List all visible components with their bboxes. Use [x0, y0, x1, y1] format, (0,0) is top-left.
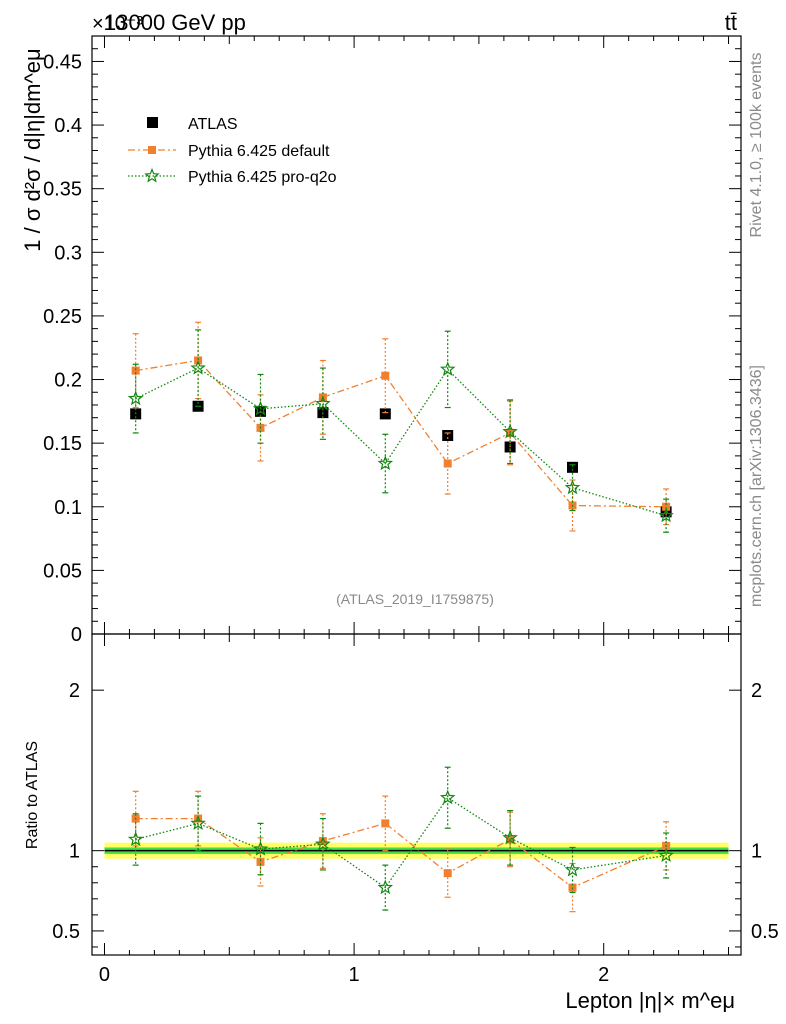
x-tick-label: 0: [99, 964, 110, 986]
y-tick-label: 0.1: [54, 497, 82, 519]
legend-marker-proq2o: [146, 170, 158, 182]
y-axis-title: 1 / σ d²σ / d|η|dm^eμ: [20, 48, 45, 251]
data-point: [380, 408, 391, 419]
legend-label-default: Pythia 6.425 default: [188, 143, 330, 160]
figure: 13000 GeV pp ×10⁻³ tt̄ Rivet 4.1.0, ≥ 10…: [0, 0, 786, 1024]
legend-label-atlas: ATLAS: [188, 116, 238, 133]
ratio-frame: [92, 634, 741, 955]
ratio-y-tick-label-right: 0.5: [751, 921, 779, 943]
y-tick-label: 0.3: [54, 242, 82, 264]
ratio-y-tick-label: 0.5: [52, 921, 80, 943]
ratio-y-tick-label: 2: [69, 680, 80, 702]
main-series-data: [130, 401, 671, 518]
ratio-y-tick-label-right: 1: [751, 841, 762, 863]
mc-point-default: [444, 460, 452, 468]
main-line-proq2o: [136, 368, 666, 516]
data-point: [567, 462, 578, 473]
ratio-y-axis-title: Ratio to ATLAS: [24, 741, 41, 849]
ratio-y-tick-label-right: 2: [751, 680, 762, 702]
x-axis-title: Lepton |η|× m^eμ: [565, 988, 735, 1013]
y-tick-label: 0.05: [43, 560, 82, 582]
x-tick-label: 1: [349, 964, 360, 986]
process-label: tt̄: [725, 10, 737, 35]
mc-point-default: [444, 869, 452, 877]
y-tick-label: 0.45: [43, 51, 82, 73]
y-tick-label: 0.35: [43, 179, 82, 201]
legend: ATLAS Pythia 6.425 default Pythia 6.425 …: [128, 116, 337, 186]
y-tick-label: 0.2: [54, 370, 82, 392]
legend-marker-atlas: [147, 117, 158, 128]
y-tick-label: 0.4: [54, 115, 82, 137]
main-series-proq2o: [130, 330, 673, 532]
y-tick-label: 0: [71, 624, 82, 646]
ratio-y-tick-label: 1: [69, 841, 80, 863]
legend-marker-default: [148, 146, 156, 154]
y-exponent-label: ×10⁻³: [92, 13, 143, 35]
y-tick-label: 0.25: [43, 306, 82, 328]
main-line-default: [136, 360, 666, 506]
legend-label-proq2o: Pythia 6.425 pro-q2o: [188, 169, 337, 186]
x-tick-label: 2: [598, 964, 609, 986]
main-series-default: [132, 322, 670, 531]
mc-point-default: [381, 819, 389, 827]
mcplots-side-label: mcplots.cern.ch [arXiv:1306.3436]: [748, 365, 765, 607]
rivet-side-label: Rivet 4.1.0, ≥ 100k events: [748, 53, 765, 238]
mc-point-default: [381, 372, 389, 380]
ratio-series-proq2o: [130, 767, 673, 910]
y-tick-label: 0.15: [43, 433, 82, 455]
data-point: [442, 430, 453, 441]
analysis-watermark: (ATLAS_2019_I1759875): [336, 591, 494, 607]
ratio-panel: 0 1 2 0.5 0.5 1 1 2 2: [52, 634, 779, 986]
